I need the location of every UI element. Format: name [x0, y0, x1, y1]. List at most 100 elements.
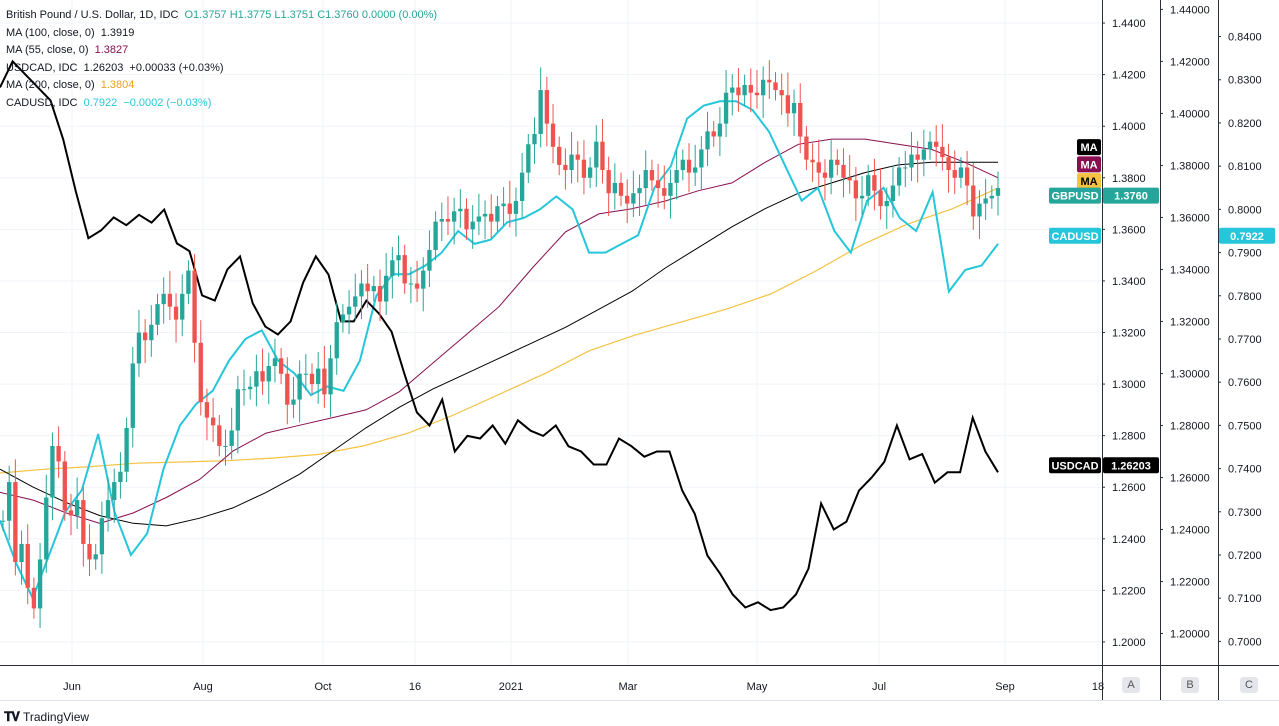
candle-body — [730, 87, 735, 93]
candle-body — [835, 159, 840, 165]
ma100-value: 1.3919 — [100, 26, 135, 39]
axis-tick-label: 0.7700 — [1228, 334, 1262, 346]
legend-ma200-row[interactable]: MA (200, close, 0) 1.3804 — [6, 77, 437, 95]
candle-body — [451, 211, 457, 222]
time-axis-label: May — [747, 681, 768, 693]
candle-body — [538, 90, 543, 134]
candle-body — [118, 471, 123, 483]
candle-body — [526, 144, 531, 173]
time-axis-label: Jul — [872, 681, 886, 693]
axis-tick-label: 1.24000 — [1170, 524, 1210, 536]
axis-tick-label: 1.4200 — [1112, 70, 1146, 82]
candle-body — [291, 399, 296, 405]
tradingview-logo[interactable]: 𝐓𝐕 TradingView — [4, 709, 89, 725]
candle-body — [989, 195, 994, 199]
ma200-badge-label: MA — [1080, 176, 1097, 188]
axis-tick-label: 1.30000 — [1170, 368, 1210, 380]
axis-tick-label: 0.8400 — [1228, 32, 1262, 44]
candle-body — [31, 587, 37, 609]
axis-tick-label: 1.40000 — [1170, 108, 1210, 120]
candle-body — [958, 167, 964, 178]
candle-body — [136, 332, 142, 364]
candle-body — [254, 371, 259, 387]
gbpusd-badge-value: 1.3760 — [1114, 191, 1148, 203]
candle-body — [489, 213, 494, 222]
usdcad-line — [0, 59, 999, 612]
candle-body — [297, 373, 302, 400]
candle-body — [495, 206, 500, 222]
usdcad-change: +0.00033 (+0.03%) — [129, 61, 224, 74]
candle-body — [946, 157, 951, 171]
candle-body — [866, 175, 871, 196]
candle-body — [921, 149, 927, 160]
usdcad-value: 1.26203 — [83, 61, 124, 74]
time-axis-label: 18 — [1092, 681, 1104, 693]
candle-body — [278, 358, 284, 374]
candle-body — [173, 306, 179, 320]
candle-body — [346, 306, 352, 315]
candle-body — [353, 296, 358, 307]
candle-body — [773, 82, 778, 91]
cadusd-badge-value-box — [1219, 227, 1275, 244]
price-axis-a: 1.4400 1.4200 1.4000 1.3800 1.3600 1.3400 1.32… — [1102, 18, 1146, 649]
candle-body — [427, 249, 432, 271]
axis-b-button[interactable]: B — [1181, 677, 1199, 693]
candle-body — [204, 402, 210, 418]
candle-body — [699, 149, 704, 168]
candle-body — [594, 141, 599, 168]
candle-body — [340, 314, 346, 323]
price-axis-b: 1.44000 1.42000 1.40000 1.38000 1.36000 1.340… — [1160, 4, 1210, 640]
candle-body — [513, 200, 519, 214]
candle-body — [915, 154, 920, 160]
candle-body — [909, 154, 914, 168]
legend-cadusd-row[interactable]: CADUSD, IDC 0.7922 −0.0002 (−0.03%) — [6, 95, 437, 113]
candle-body — [180, 293, 185, 320]
axis-a-button[interactable]: A — [1122, 677, 1140, 693]
time-axis-label: Oct — [314, 681, 331, 693]
candle-body — [155, 304, 160, 325]
legend-usdcad-row[interactable]: USDCAD, IDC 1.26203 +0.00033 (+0.03%) — [6, 60, 437, 78]
axis-c-button[interactable]: C — [1240, 677, 1258, 693]
axis-tick-label: 1.4000 — [1112, 121, 1146, 133]
axis-tick-label: 1.26000 — [1170, 472, 1210, 484]
legend-symbol-row[interactable]: British Pound / U.S. Dollar, 1D, IDC O1.… — [6, 7, 437, 25]
symbol-title: British Pound / U.S. Dollar, 1D, IDC — [6, 9, 179, 21]
chart-legend: British Pound / U.S. Dollar, 1D, IDC O1.… — [6, 7, 437, 112]
time-axis-label: Aug — [193, 681, 213, 693]
usdcad-badge-value: 1.26203 — [1111, 460, 1151, 472]
axis-tick-label: 0.8200 — [1228, 118, 1262, 130]
candle-body — [433, 221, 438, 250]
candle-body — [217, 425, 222, 446]
candle-body — [161, 293, 166, 305]
candle-body — [464, 208, 469, 230]
candle-body — [927, 141, 933, 150]
axis-tick-label: 1.3600 — [1112, 224, 1146, 236]
candle-body — [847, 177, 852, 181]
candle-body — [736, 87, 741, 96]
ma55-value: 1.3827 — [94, 44, 129, 56]
candle-body — [365, 283, 370, 292]
candle-body — [767, 79, 772, 83]
candle-body — [445, 219, 451, 222]
candle-body — [717, 123, 723, 137]
candle-body — [328, 358, 333, 395]
legend-ma100-row[interactable]: MA (100, close, 0) 1.3919 — [6, 25, 437, 43]
cadusd-change: −0.0002 (−0.03%) — [123, 96, 212, 109]
axis-tick-label: 1.38000 — [1170, 160, 1210, 172]
candle-body — [130, 363, 135, 428]
candle-body — [890, 185, 896, 201]
candle-body — [248, 386, 253, 390]
candle-body — [501, 203, 506, 207]
axis-tick-label: 1.3200 — [1112, 328, 1146, 340]
legend-ma55-row[interactable]: MA (55, close, 0) 1.3827 — [6, 42, 437, 60]
candle-body — [791, 102, 797, 114]
candle-body — [934, 141, 939, 147]
candle-body — [476, 216, 482, 222]
candle-body — [964, 167, 970, 186]
candle-body — [754, 92, 760, 96]
candle-body — [285, 373, 290, 405]
candle-body — [760, 79, 766, 96]
